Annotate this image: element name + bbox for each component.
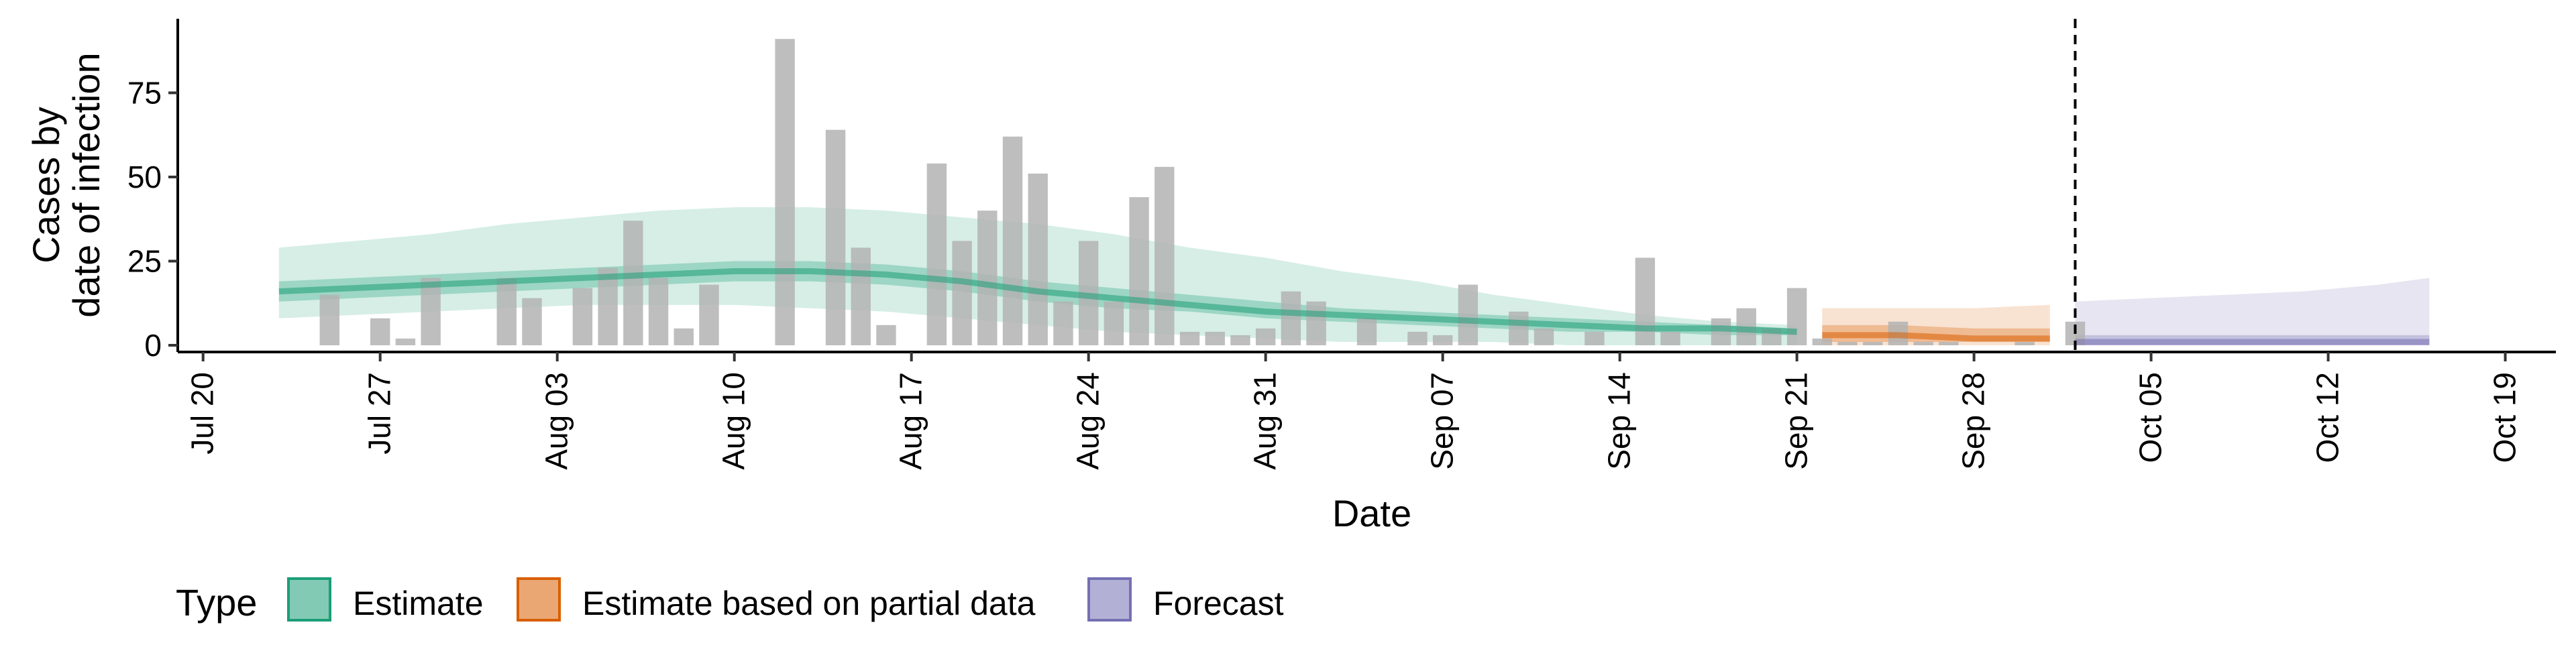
legend-label-0: Estimate [353,585,484,622]
x-tick-label: Sep 28 [1956,372,1991,470]
legend-key-2 [1087,577,1132,622]
case-bar [522,298,542,345]
case-bar [977,211,998,345]
case-bar [851,247,871,345]
case-bar [1230,335,1250,345]
case-bar [1104,301,1124,345]
case-bar [1028,173,1048,345]
y-tick-label: 50 [127,160,162,194]
case-bar [825,129,846,345]
case-bar [1635,257,1656,345]
case-bar [395,338,416,345]
legend-label-2: Forecast [1153,585,1284,622]
case-bar [2015,341,2035,345]
y-tick-label: 75 [127,75,162,110]
case-bar [926,163,947,345]
x-tick-label: Sep 14 [1602,372,1637,470]
case-bar [1509,311,1529,345]
case-bar [1255,328,1276,345]
case-bar [1939,341,1959,345]
partial-median-line [1822,332,2050,342]
x-tick-label: Oct 05 [2133,372,2168,463]
case-bar [952,241,972,345]
case-bar [648,278,669,345]
case-bar [421,278,441,345]
case-bar [1913,341,1933,345]
x-tick-label: Sep 07 [1425,372,1460,470]
x-tick-label: Aug 10 [716,372,751,470]
case-bar [1205,331,1225,345]
y-axis-title-line2: date of infection [65,52,107,317]
case-bar [699,284,719,345]
case-bar [1281,291,1301,345]
case-bar [1786,288,1807,345]
case-bar [775,39,795,345]
case-bar [1812,338,1833,345]
case-bar [1711,318,1731,345]
forecast-outer-ribbon [2075,278,2430,345]
legend: Type Estimate Estimate based on partial da… [176,577,1284,624]
y-tick-label: 25 [127,243,162,278]
x-tick-label: Aug 03 [539,372,574,470]
case-bar [1863,341,1883,345]
case-bar [1053,301,1073,345]
x-tick-label: Aug 24 [1071,372,1106,470]
case-bar [370,318,390,345]
case-bar [1002,136,1023,345]
case-bar [1458,284,1479,345]
y-tick-label: 0 [144,328,162,363]
case-bar [496,278,517,345]
case-bar [572,288,593,345]
case-bar [876,325,896,345]
case-bar [1660,331,1680,345]
median-lines-layer [278,19,2430,352]
case-bar [1179,331,1200,345]
case-bar [1837,341,1858,345]
case-bar [1155,166,1175,345]
x-tick-label: Oct 19 [2487,372,2522,463]
x-tick-label: Sep 21 [1779,372,1814,470]
case-bar [319,294,339,345]
x-axis-title: Date [1332,492,1411,534]
estimate-median-line [278,268,1797,335]
legend-label-1: Estimate based on partial data [582,585,1036,622]
legend-key-0 [287,577,331,622]
legend-key-1 [517,577,561,622]
legend-title: Type [176,581,257,624]
case-bar [1356,318,1377,345]
x-tick-label: Aug 31 [1248,372,1283,470]
axes-layer: 0 25 50 75 Jul 20 Jul 27 Aug 03 Aug 10 Aug 17 Aug… [25,19,2556,534]
case-bar [598,268,618,345]
x-tick-label: Oct 12 [2310,372,2345,463]
case-bar [1407,331,1428,345]
case-bar [623,221,643,345]
x-tick-label: Jul 20 [185,372,220,455]
x-tick-label: Jul 27 [362,372,397,455]
case-bar [1432,335,1453,345]
y-axis-title-line1: Cases by [25,107,67,263]
case-bar [1534,328,1554,345]
case-bar [1585,331,1605,345]
case-bar [1306,301,1326,345]
x-tick-label: Aug 17 [894,372,928,470]
case-bar [1129,197,1149,345]
case-bar [674,328,694,345]
